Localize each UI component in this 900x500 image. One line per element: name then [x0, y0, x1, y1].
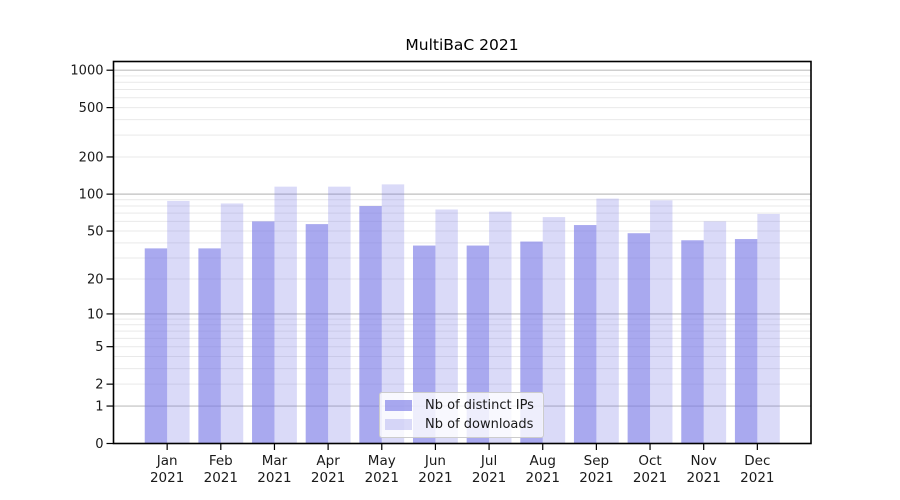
axis-frame: [112, 60, 812, 445]
legend-item-downloads: Nb of downloads: [385, 417, 537, 432]
legend-swatch-downloads-icon: [385, 419, 412, 430]
y-tick-label-0: 0: [95, 437, 103, 452]
bar-downloads-jun: [435, 209, 458, 444]
y-tick-label-1000: 1000: [70, 64, 103, 79]
bar-downloads-jul: [489, 211, 512, 444]
y-tick-label-20: 20: [87, 272, 104, 287]
x-tick-label-may: May 2021: [365, 453, 399, 486]
bar-downloads-sep: [596, 198, 619, 444]
y-tick-label-200: 200: [79, 150, 104, 165]
y-tick-label-10: 10: [87, 307, 104, 322]
x-tick-label-nov: Nov 2021: [687, 453, 721, 486]
bar-distinct-ips-jan: [144, 248, 168, 444]
x-tick-label-sep: Sep 2021: [579, 453, 613, 486]
x-tick-label-aug: Aug 2021: [526, 453, 560, 486]
x-tick-label-feb: Feb 2021: [204, 453, 238, 486]
x-tick-label-jan: Jan 2021: [150, 453, 184, 486]
y-tick-label-1: 1: [95, 400, 103, 415]
bar-downloads-dec: [757, 213, 780, 444]
bar-distinct-ips-mar: [252, 221, 275, 444]
x-tick-label-dec: Dec 2021: [740, 453, 774, 486]
bar-downloads-oct: [650, 200, 673, 444]
bar-downloads-may: [381, 184, 405, 444]
y-tick-label-500: 500: [79, 101, 104, 116]
legend: Nb of distinct IPs Nb of downloads: [379, 392, 544, 438]
bar-downloads-aug: [542, 217, 566, 444]
x-tick-label-jun: Jun 2021: [418, 453, 452, 486]
bar-distinct-ips-apr: [305, 224, 329, 444]
bar-distinct-ips-oct: [627, 233, 651, 444]
bar-distinct-ips-feb: [198, 248, 221, 444]
x-tick-label-apr: Apr 2021: [311, 453, 345, 486]
bar-distinct-ips-may: [359, 206, 382, 444]
bar-distinct-ips-dec: [734, 239, 758, 444]
x-tick-label-mar: Mar 2021: [257, 453, 291, 486]
bar-downloads-jan: [167, 200, 190, 444]
legend-swatch-distinct-ips-icon: [385, 400, 412, 411]
bar-downloads-feb: [220, 203, 244, 444]
y-tick-label-5: 5: [95, 340, 103, 355]
legend-label-distinct-ips: Nb of distinct IPs: [425, 398, 534, 413]
y-tick-label-100: 100: [79, 188, 104, 203]
x-tick-label-jul: Jul 2021: [472, 453, 506, 486]
bar-distinct-ips-nov: [681, 240, 704, 444]
legend-label-downloads: Nb of downloads: [425, 417, 534, 432]
bar-downloads-mar: [274, 186, 297, 444]
bar-distinct-ips-sep: [573, 225, 597, 444]
bar-downloads-nov: [703, 221, 727, 444]
legend-item-distinct-ips: Nb of distinct IPs: [385, 398, 537, 413]
y-tick-label-50: 50: [87, 225, 104, 240]
chart-title: MultiBaC 2021: [405, 36, 519, 54]
x-tick-label-oct: Oct 2021: [633, 453, 667, 486]
y-tick-label-2: 2: [95, 378, 103, 393]
bar-downloads-apr: [328, 186, 351, 444]
